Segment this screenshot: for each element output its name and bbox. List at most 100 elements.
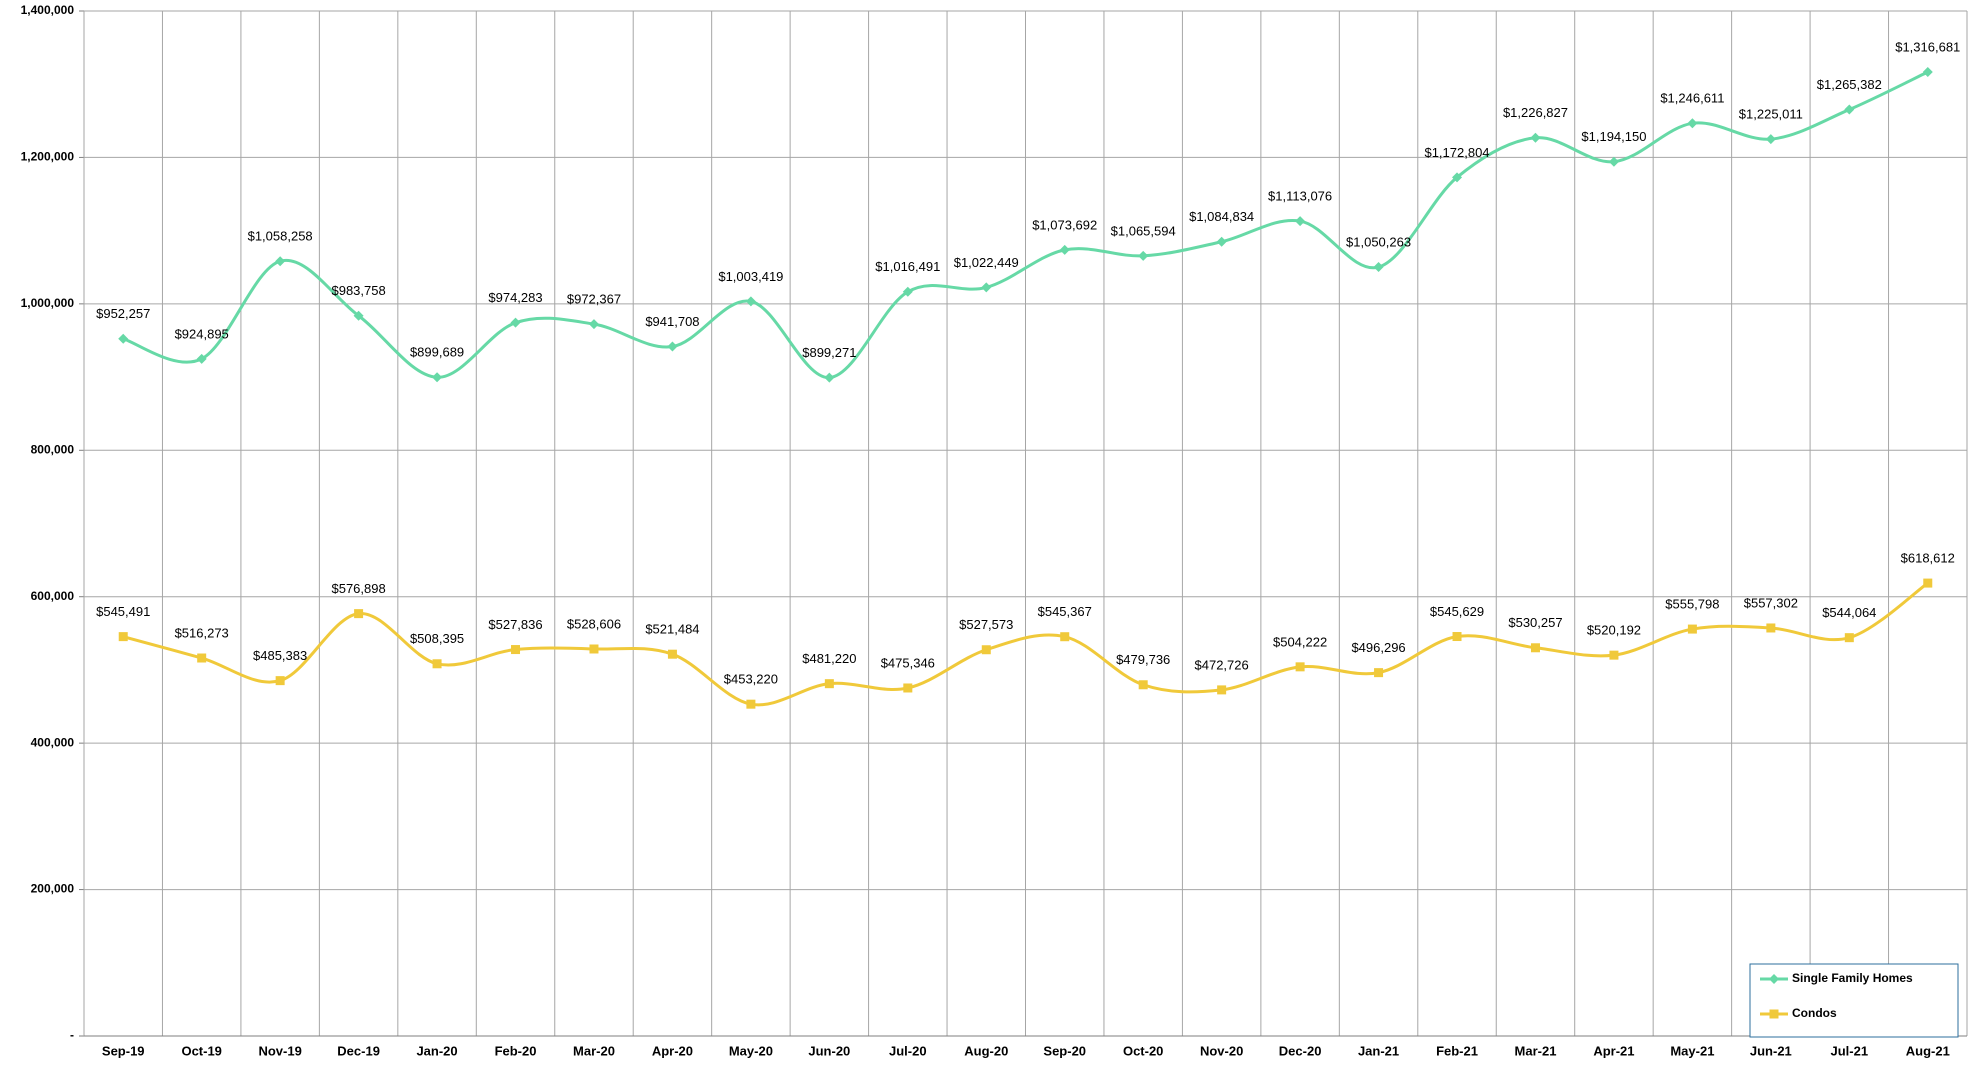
marker	[1608, 156, 1619, 167]
marker	[1374, 668, 1384, 678]
x-tick-label: Nov-19	[258, 1043, 301, 1058]
x-tick-label: May-20	[729, 1043, 773, 1058]
x-tick-label: Dec-20	[1279, 1043, 1322, 1058]
marker	[1609, 650, 1619, 660]
marker	[1765, 134, 1776, 145]
marker	[1216, 236, 1227, 247]
marker	[1769, 1009, 1779, 1019]
marker	[1687, 118, 1698, 129]
data-label: $1,113,076	[1268, 189, 1332, 204]
y-tick-label: -	[70, 1028, 74, 1042]
x-tick-label: May-21	[1670, 1043, 1714, 1058]
marker	[1452, 172, 1463, 183]
marker	[432, 659, 442, 669]
x-tick-label: Jan-20	[416, 1043, 457, 1058]
data-label: $521,484	[645, 622, 699, 637]
x-tick-label: Aug-21	[1906, 1043, 1950, 1058]
data-label: $618,612	[1901, 551, 1955, 566]
x-tick-label: Oct-19	[181, 1043, 221, 1058]
marker	[903, 683, 913, 693]
data-label: $481,220	[802, 651, 856, 666]
marker	[1059, 244, 1070, 255]
x-tick-label: Jan-21	[1358, 1043, 1399, 1058]
x-tick-label: Jun-21	[1750, 1043, 1792, 1058]
y-tick-label: 800,000	[31, 442, 75, 456]
x-tick-label: Jul-20	[889, 1043, 927, 1058]
y-tick-label: 200,000	[31, 882, 75, 896]
x-tick-label: Nov-20	[1200, 1043, 1243, 1058]
data-label: $1,246,611	[1660, 91, 1724, 106]
marker	[275, 676, 285, 686]
marker	[118, 632, 128, 642]
y-tick-label: 600,000	[31, 589, 75, 603]
data-label: $924,895	[175, 326, 229, 341]
data-label: $1,226,827	[1503, 105, 1568, 120]
x-tick-label: Apr-21	[1593, 1043, 1634, 1058]
marker	[1138, 680, 1148, 690]
marker	[667, 341, 678, 352]
y-tick-label: 400,000	[31, 735, 75, 749]
data-label: $555,798	[1665, 597, 1719, 612]
data-label: $527,836	[488, 617, 542, 632]
data-label: $1,172,804	[1424, 145, 1489, 160]
y-tick-label: 1,000,000	[21, 296, 75, 310]
data-label: $527,573	[959, 617, 1013, 632]
marker	[275, 256, 286, 267]
x-tick-label: Dec-19	[337, 1043, 380, 1058]
x-tick-label: Feb-20	[495, 1043, 537, 1058]
marker	[354, 609, 364, 619]
data-label: $1,084,834	[1189, 209, 1254, 224]
data-label: $1,316,681	[1895, 39, 1960, 54]
marker	[197, 653, 207, 663]
marker	[353, 310, 364, 321]
data-label: $983,758	[331, 283, 385, 298]
marker	[1530, 132, 1541, 143]
marker	[589, 644, 599, 654]
x-tick-label: Jun-20	[808, 1043, 850, 1058]
marker	[824, 372, 835, 383]
legend-label: Single Family Homes	[1792, 971, 1913, 985]
marker	[1530, 643, 1540, 653]
marker	[1217, 685, 1227, 695]
data-label: $899,689	[410, 345, 464, 360]
x-tick-label: Apr-20	[652, 1043, 693, 1058]
marker	[1295, 662, 1305, 672]
data-label: $557,302	[1744, 595, 1798, 610]
data-label: $479,736	[1116, 652, 1170, 667]
marker	[981, 645, 991, 655]
data-label: $528,606	[567, 616, 621, 631]
data-label: $576,898	[331, 581, 385, 596]
marker	[1452, 632, 1462, 642]
x-tick-label: Mar-20	[573, 1043, 615, 1058]
data-label: $1,003,419	[718, 269, 783, 284]
marker	[902, 286, 913, 297]
legend: Single Family Homes Condos	[1749, 963, 1959, 1038]
data-label: $545,367	[1038, 604, 1092, 619]
data-label: $899,271	[802, 345, 856, 360]
marker	[1844, 104, 1855, 115]
marker	[1766, 623, 1776, 633]
data-label: $1,225,011	[1739, 107, 1803, 122]
data-label: $1,265,382	[1817, 77, 1882, 92]
marker	[1769, 974, 1779, 984]
marker	[118, 333, 129, 344]
data-label: $972,367	[567, 292, 621, 307]
x-tick-label: Oct-20	[1123, 1043, 1163, 1058]
x-tick-label: Feb-21	[1436, 1043, 1478, 1058]
marker	[1295, 216, 1306, 227]
x-tick-label: Sep-19	[102, 1043, 145, 1058]
data-label: $1,022,449	[954, 255, 1019, 270]
data-label: $472,726	[1195, 657, 1249, 672]
marker	[432, 372, 443, 383]
legend-label: Condos	[1792, 1006, 1837, 1020]
marker	[511, 645, 521, 655]
data-label: $508,395	[410, 631, 464, 646]
data-label: $504,222	[1273, 634, 1327, 649]
x-tick-label: Aug-20	[964, 1043, 1008, 1058]
data-label: $544,064	[1822, 605, 1876, 620]
data-label: $530,257	[1508, 615, 1562, 630]
marker	[746, 699, 756, 709]
marker	[981, 282, 992, 293]
marker	[1138, 250, 1149, 261]
